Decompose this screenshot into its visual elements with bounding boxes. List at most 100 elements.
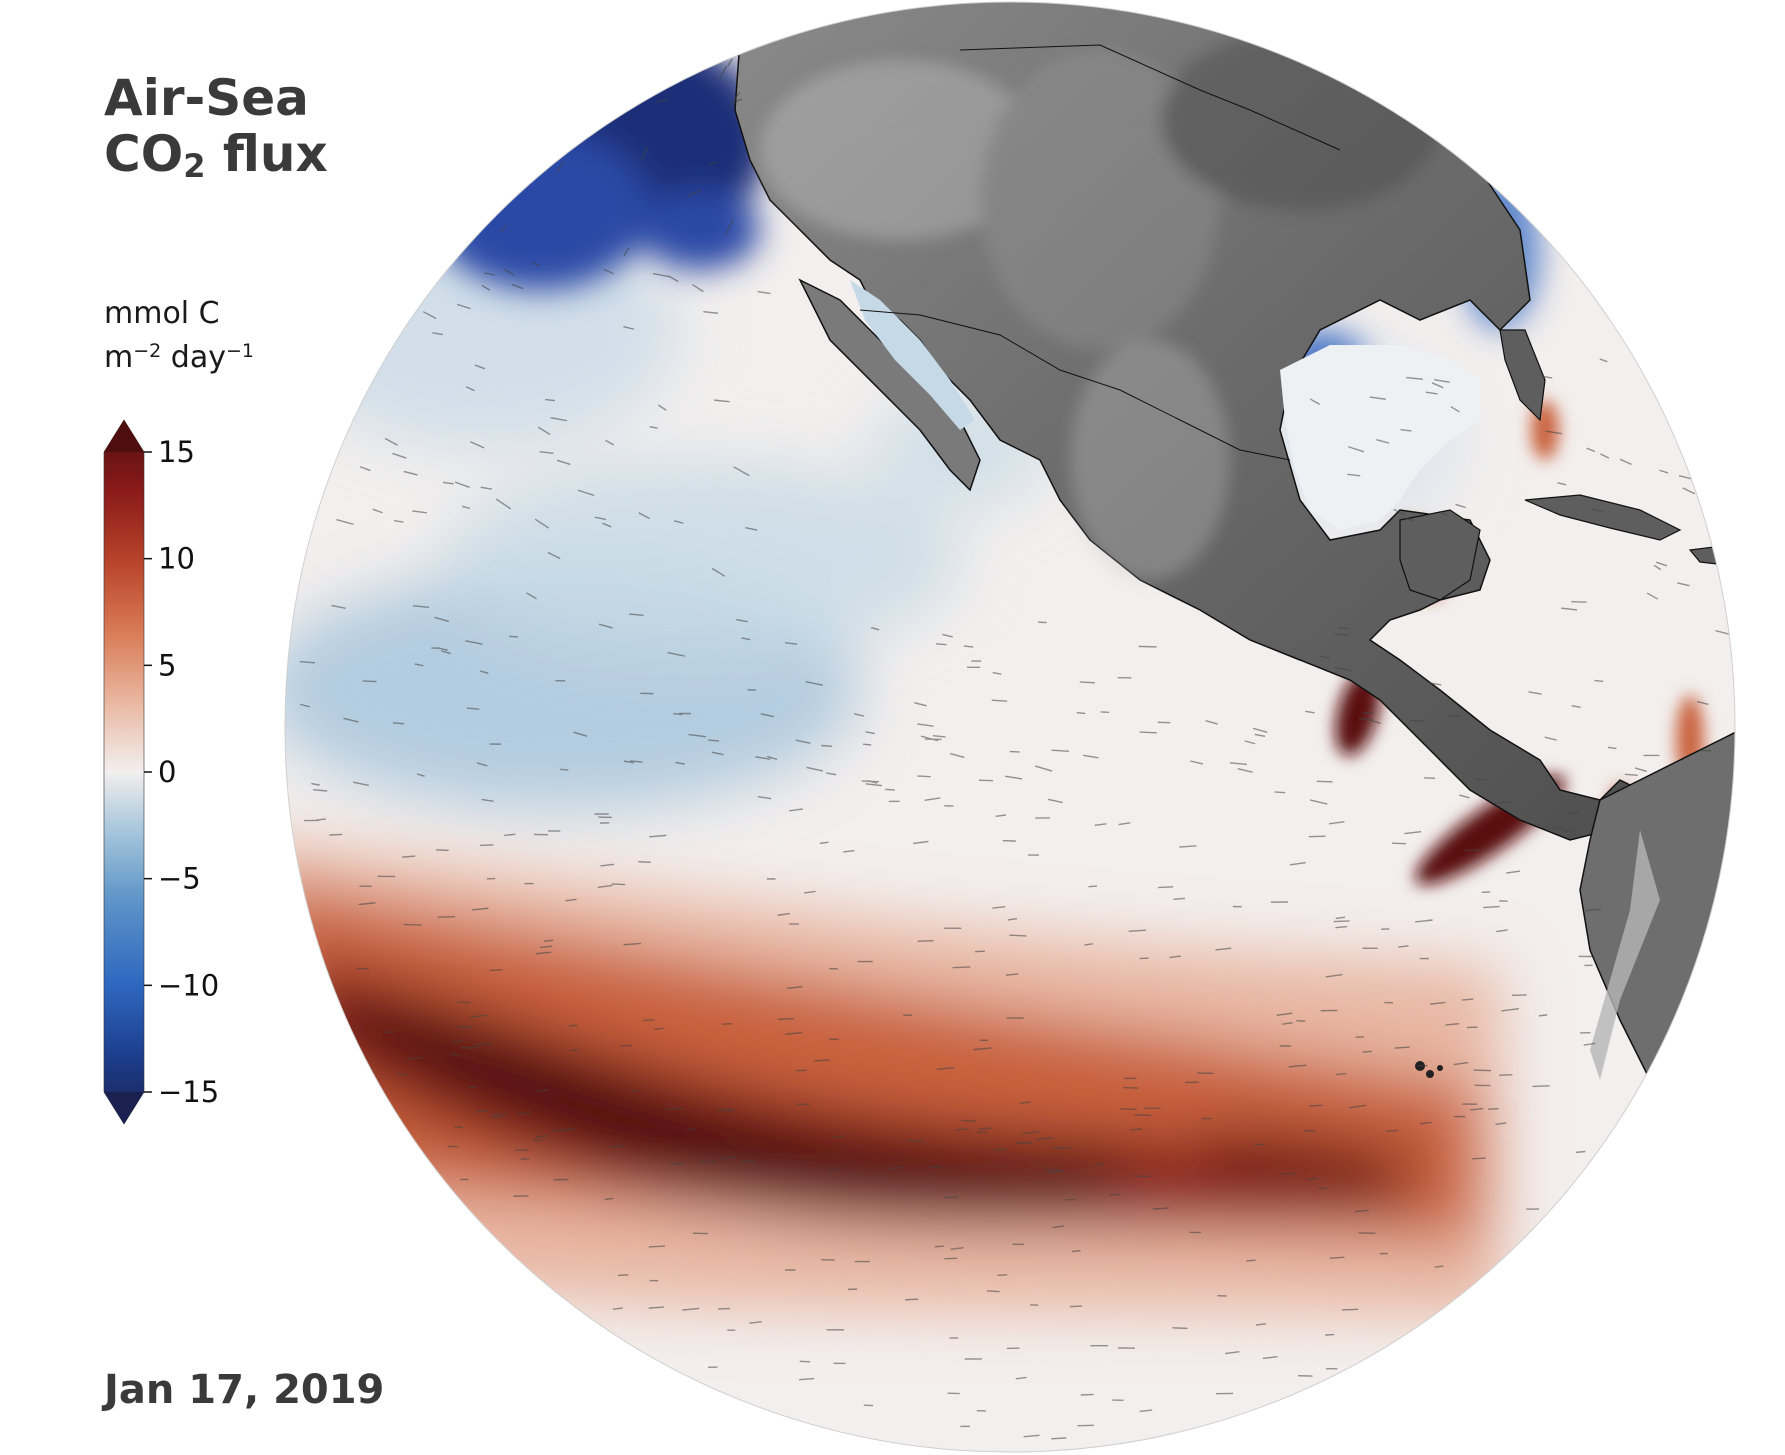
wind-streak [1561,607,1578,611]
wind-streak [638,860,651,863]
wind-streak [602,522,612,528]
wind-streak [1538,1014,1548,1017]
colorbar: 15 10 5 0 −5 −10 −15 [103,419,219,1125]
wind-streak [526,592,537,600]
wind-streak [1306,1177,1318,1181]
wind-streak [819,841,829,845]
map-date: Jan 17, 2019 [104,1367,385,1413]
wind-streak [649,426,658,429]
wind-streak [1019,1101,1031,1104]
wind-streak [343,717,359,723]
wind-streak [551,1129,567,1132]
wind-streak [1553,827,1564,830]
cuba-land [1524,494,1682,541]
wind-streak [1334,666,1352,672]
wind-streak [1624,773,1638,777]
wind-streak [1190,760,1204,765]
wind-streak [1434,1265,1444,1268]
wind-streak [1071,1249,1081,1253]
wind-streak [1309,398,1321,406]
wind-streak [1084,943,1093,946]
wind-streak [1461,998,1474,1001]
wind-streak [1348,1104,1367,1109]
wind-streak [1088,885,1098,888]
wind-streak [870,626,880,631]
wind-streak [504,833,516,837]
wind-streak [942,633,953,638]
wind-streak [1079,681,1095,684]
wind-streak [1544,736,1557,741]
wind-streak [1254,733,1266,738]
wind-streak [484,272,495,276]
wind-streak [711,567,726,577]
wind-streak [1682,487,1696,495]
wind-streak [544,939,554,942]
title-line-1: Air-Sea [104,69,309,127]
wind-streak [412,605,430,609]
wind-streak [1430,1001,1446,1005]
wind-streak [1557,482,1567,486]
wind-streak [917,723,934,727]
wind-streak [755,756,771,760]
wind-streak [597,884,613,889]
wind-streak [648,1245,665,1248]
wind-streak [1677,582,1690,587]
wind-streak [604,1197,614,1201]
wind-streak [454,481,470,489]
wind-streak [1051,1437,1067,1440]
wind-streak [1080,1393,1094,1396]
wind-streak [667,651,685,657]
wind-streak [1215,947,1232,951]
wind-streak [630,1089,639,1093]
wind-streak [498,224,508,234]
wind-streak [1583,1042,1596,1046]
wind-streak [691,283,704,293]
wind-streak [1173,897,1186,900]
wind-streak [992,671,1002,675]
wind-streak [1575,1150,1586,1154]
wind-streak [454,1126,463,1129]
wind-streak [920,735,939,742]
wind-streak [642,1019,655,1022]
wind-streak [1487,1107,1499,1111]
wind-streak [711,751,724,756]
wind-streak [442,481,454,485]
wind-streak [854,713,865,717]
wind-streak [745,526,758,531]
wind-streak [412,510,427,514]
wind-streak [1528,691,1542,695]
wind-streak [565,898,577,902]
wind-streak [329,833,343,836]
wind-streak [1571,705,1581,708]
wind-streak [1494,801,1513,804]
wind-streak [833,1135,844,1138]
wind-streak [885,788,895,791]
wind-streak [1571,600,1587,603]
wind-streak [1405,517,1415,522]
wind-streak [1607,746,1617,750]
wind-streak [937,1067,955,1070]
wind-streak [932,735,946,738]
wind-streak [603,268,614,275]
map-title: Air-Sea CO2 flux [104,70,328,182]
wind-streak [952,966,971,969]
globe-surface [285,2,1735,1452]
wind-streak [1433,378,1450,383]
wind-streak [536,1089,549,1093]
wind-streak [1619,458,1632,466]
wind-streak [1501,1007,1519,1012]
wind-streak [1255,1323,1267,1326]
wind-streak [1431,382,1444,389]
yucatan-land [1399,509,1481,601]
wind-streak [991,699,1008,702]
wind-streak [749,1320,762,1324]
wind-streak [732,98,743,104]
wind-streak [461,1046,479,1049]
wind-streak [617,1274,629,1277]
wind-streak [465,640,483,645]
wind-streak [573,731,588,737]
wind-streak [785,641,798,645]
wind-streak [1410,719,1424,722]
wind-streak [545,398,555,402]
